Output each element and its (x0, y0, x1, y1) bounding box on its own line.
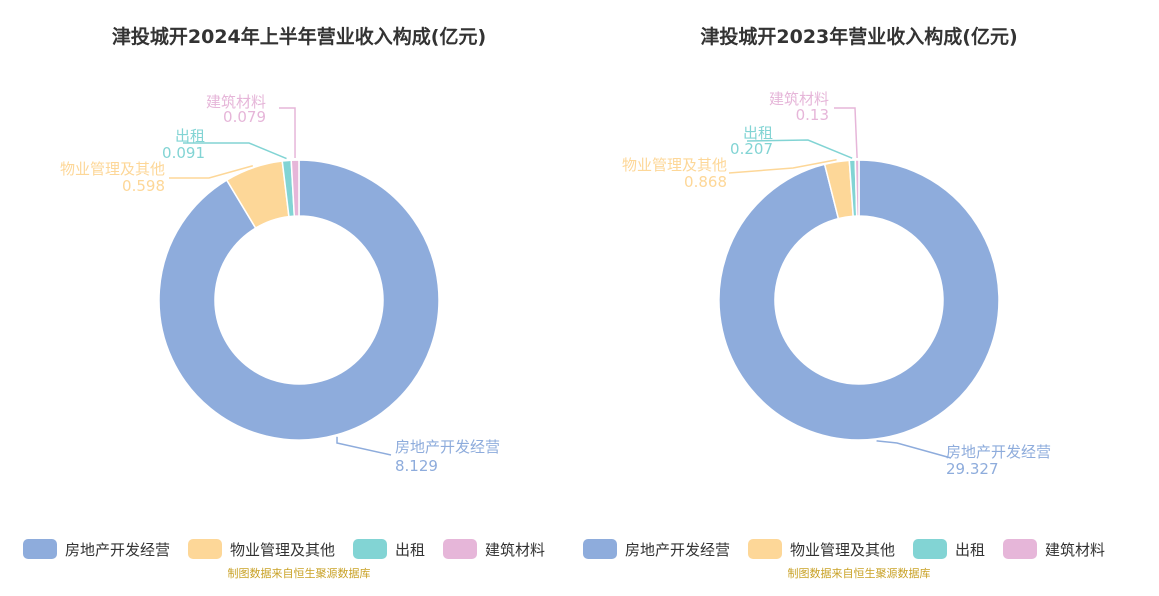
leader-line-real-estate (336, 436, 392, 456)
legend-swatch-rental (353, 539, 388, 559)
slice-label-real-estate: 房地产开发经营 (946, 443, 1051, 461)
legend-label: 出租 (955, 540, 986, 559)
slice-value-property-mgmt: 0.598 (122, 177, 165, 195)
legend-item-property-mgmt[interactable]: 物业管理及其他 (188, 539, 335, 560)
chart-title: 津投城开2023年营业收入构成(亿元) (700, 26, 1018, 48)
legend-label: 房地产开发经营 (625, 540, 731, 559)
slice-label-rental: 出租 (175, 127, 205, 145)
slice-label-building-materials: 建筑材料 (769, 90, 829, 108)
legend-label: 房地产开发经营 (65, 540, 171, 559)
leader-line-property-mgmt (728, 159, 837, 174)
legend-item-real-estate[interactable]: 房地产开发经营 (23, 539, 170, 560)
leader-line-building-materials (834, 107, 858, 159)
leader-line-rental (183, 142, 287, 160)
chart-panel-2024h1: 津投城开2024年上半年营业收入构成(亿元) 房地产开发经营 8.129 物业管理及… (19, 0, 579, 596)
legend-item-property-mgmt[interactable]: 物业管理及其他 (748, 539, 895, 560)
legend-swatch-real-estate (583, 539, 617, 559)
slice-building-materials[interactable] (290, 159, 300, 217)
leader-line-real-estate (876, 440, 952, 459)
legend-item-building-materials[interactable]: 建筑材料 (443, 539, 545, 560)
legend-swatch-real-estate (23, 539, 57, 559)
leader-line-rental (746, 139, 853, 159)
legend: 房地产开发经营 物业管理及其他 出租 建筑材料 (23, 536, 563, 562)
leader-line-building-materials (279, 107, 296, 159)
legend-label: 建筑材料 (485, 540, 546, 559)
legend-label: 出租 (395, 540, 426, 559)
slice-value-rental: 0.091 (162, 144, 205, 162)
slice-building-materials[interactable] (854, 159, 860, 217)
legend-swatch-building-materials (1003, 539, 1038, 559)
leader-line-property-mgmt (169, 164, 254, 179)
legend-item-real-estate[interactable]: 房地产开发经营 (583, 539, 730, 560)
slice-label-real-estate: 房地产开发经营 (395, 438, 500, 456)
slice-label-property-mgmt: 物业管理及其他 (622, 156, 727, 174)
slice-value-building-materials: 0.079 (223, 108, 266, 126)
legend-swatch-building-materials (443, 539, 478, 559)
legend-label: 物业管理及其他 (230, 540, 336, 559)
legend-item-rental[interactable]: 出租 (353, 539, 425, 560)
slice-value-building-materials: 0.13 (796, 106, 829, 124)
legend-label: 物业管理及其他 (790, 540, 896, 559)
source-note: 制图数据来自恒生聚源数据库 (227, 567, 371, 580)
legend-label: 建筑材料 (1045, 540, 1106, 559)
legend-swatch-rental (913, 539, 948, 559)
chart-title: 津投城开2024年上半年营业收入构成(亿元) (111, 26, 487, 48)
slice-value-rental: 0.207 (730, 140, 773, 158)
chart-panel-2023: 津投城开2023年营业收入构成(亿元) 房地产开发经营 29.327 物业管理及其他… (579, 0, 1139, 596)
slice-real-estate[interactable] (158, 159, 440, 441)
legend: 房地产开发经营 物业管理及其他 出租 建筑材料 (583, 536, 1123, 562)
legend-item-building-materials[interactable]: 建筑材料 (1003, 539, 1105, 560)
source-note: 制图数据来自恒生聚源数据库 (787, 567, 931, 580)
slice-value-real-estate: 8.129 (395, 457, 438, 475)
slice-label-building-materials: 建筑材料 (206, 93, 266, 111)
legend-swatch-property-mgmt (748, 539, 783, 559)
slice-label-rental: 出租 (743, 124, 773, 142)
slice-value-real-estate: 29.327 (946, 460, 999, 478)
slice-real-estate[interactable] (718, 159, 1000, 441)
legend-swatch-property-mgmt (188, 539, 223, 559)
slice-label-property-mgmt: 物业管理及其他 (60, 160, 165, 178)
slice-value-property-mgmt: 0.868 (684, 173, 727, 191)
legend-item-rental[interactable]: 出租 (913, 539, 985, 560)
